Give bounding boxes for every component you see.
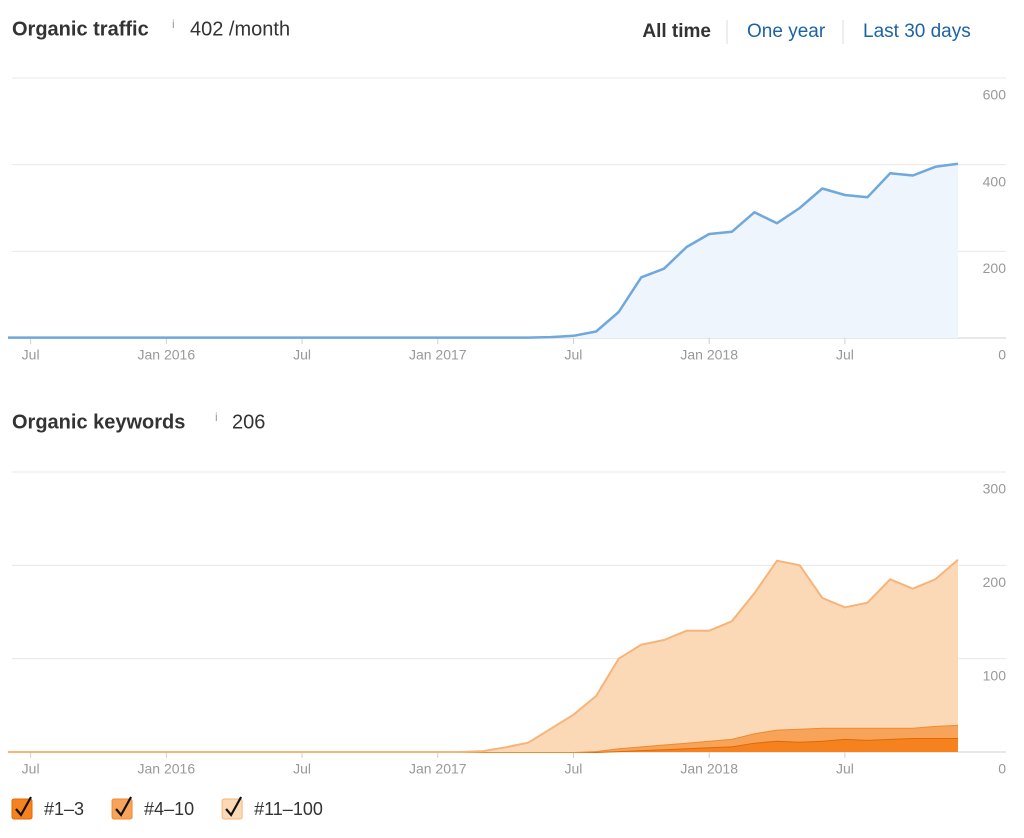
chart-title: Organic keywords xyxy=(12,411,185,433)
x-tick-label: Jul xyxy=(293,761,311,777)
x-tick-label: Jul xyxy=(836,761,854,777)
x-tick-label: Jan 2017 xyxy=(409,347,467,363)
area-band xyxy=(8,559,958,752)
legend-label: #11–100 xyxy=(254,799,323,819)
legend-label: #1–3 xyxy=(44,799,84,819)
summary-value: 402 /month xyxy=(190,18,290,40)
summary-value: 206 xyxy=(232,411,265,433)
area-band xyxy=(8,724,958,752)
y-tick-label: 400 xyxy=(983,173,1007,189)
x-tick-label: Jul xyxy=(836,347,854,363)
checkmark xyxy=(225,796,243,817)
area-fill xyxy=(8,163,958,338)
y-tick-label: 0 xyxy=(998,347,1006,363)
x-tick-label: Jan 2016 xyxy=(138,761,196,777)
chart-title: Organic traffic xyxy=(12,18,149,40)
legend-item[interactable]: #1–3 xyxy=(11,796,84,820)
area-band xyxy=(8,738,958,752)
area-edge xyxy=(8,558,959,753)
x-tick-label: Jul xyxy=(22,347,40,363)
tab[interactable]: All time xyxy=(642,21,711,42)
tab[interactable]: Last 30 days xyxy=(863,21,971,42)
x-tick-label: Jan 2018 xyxy=(680,761,738,777)
info-icon[interactable]: i xyxy=(215,410,218,424)
x-tick-label: Jul xyxy=(565,761,583,777)
y-tick-label: 200 xyxy=(983,574,1007,590)
x-tick-label: Jul xyxy=(22,761,40,777)
x-tick-label: Jul xyxy=(565,347,583,363)
tab[interactable]: One year xyxy=(747,21,826,42)
x-tick-label: Jan 2017 xyxy=(409,761,467,777)
y-tick-label: 100 xyxy=(983,667,1007,683)
y-tick-label: 0 xyxy=(998,761,1006,777)
legend-item[interactable]: #11–100 xyxy=(221,796,323,820)
y-tick-label: 200 xyxy=(983,260,1007,276)
y-tick-label: 600 xyxy=(983,87,1007,103)
x-tick-label: Jul xyxy=(293,347,311,363)
y-tick-label: 300 xyxy=(983,481,1007,497)
x-tick-label: Jan 2016 xyxy=(138,347,196,363)
checkmark xyxy=(115,796,133,817)
line xyxy=(8,162,959,339)
checkmark xyxy=(15,796,32,817)
legend-label: #4–10 xyxy=(144,799,194,819)
x-tick-label: Jan 2018 xyxy=(680,347,738,363)
legend-item[interactable]: #4–10 xyxy=(111,796,194,820)
info-icon[interactable]: i xyxy=(172,17,175,31)
